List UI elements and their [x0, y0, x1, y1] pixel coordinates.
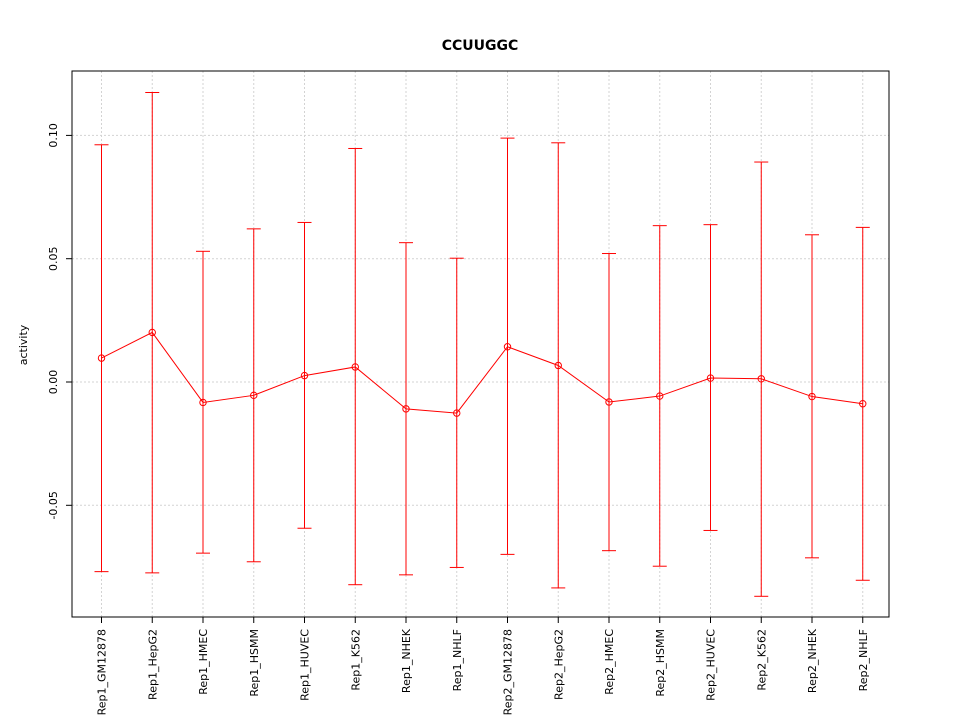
x-tick-label: Rep1_HMEC	[197, 629, 210, 695]
y-tick-label: 0.00	[47, 370, 60, 395]
x-tick-label: Rep1_HSMM	[248, 629, 261, 697]
x-tick-label: Rep2_GM12878	[502, 629, 515, 715]
data-point	[605, 398, 613, 406]
y-tick-label: 0.05	[47, 246, 60, 271]
data-point	[757, 375, 765, 383]
data-point	[402, 405, 410, 413]
x-tick-label: Rep1_NHEK	[400, 628, 413, 693]
data-point	[199, 398, 207, 407]
y-tick-label: -0.05	[47, 491, 60, 519]
data-point	[300, 371, 309, 380]
x-tick-label: Rep2_HSMM	[654, 629, 667, 697]
x-tick-label: Rep2_NHEK	[806, 628, 819, 693]
data-point	[808, 392, 816, 401]
y-axis-label: activity	[17, 324, 30, 365]
plot-frame	[71, 70, 890, 618]
x-tick-label: Rep2_NHLF	[857, 629, 870, 691]
x-tick-label: Rep1_HepG2	[146, 629, 159, 700]
y-tick-label: 0.10	[47, 123, 60, 148]
data-point	[453, 409, 461, 417]
data-point	[656, 392, 664, 400]
chart-title: CCUUGGC	[442, 38, 519, 54]
data-point	[97, 354, 106, 362]
data-point	[148, 328, 156, 337]
data-point	[351, 363, 359, 371]
x-tick-label: Rep1_NHLF	[451, 629, 464, 691]
x-tick-label: Rep2_HMEC	[603, 629, 616, 695]
x-tick-label: Rep1_K562	[349, 629, 362, 691]
data-point	[706, 374, 715, 382]
x-tick-label: Rep2_K562	[755, 629, 768, 691]
data-series	[97, 328, 867, 417]
x-axis: Rep1_GM12878 Rep1_HepG2 Rep1_HMEC Rep1_HSMM…	[96, 617, 870, 715]
y-axis: -0.05 0.00 0.05 0.10	[47, 123, 72, 520]
data-point	[859, 400, 867, 408]
grid-lines	[72, 71, 889, 617]
x-tick-label: Rep2_HepG2	[552, 629, 565, 700]
data-point	[503, 343, 512, 351]
series-line	[101, 331, 863, 414]
x-tick-label: Rep1_GM12878	[96, 629, 109, 715]
x-tick-label: Rep1_HUVEC	[299, 629, 312, 701]
error-bars	[94, 91, 870, 597]
x-tick-label: Rep2_HUVEC	[705, 629, 718, 701]
data-point	[554, 361, 562, 370]
data-point	[250, 391, 258, 400]
